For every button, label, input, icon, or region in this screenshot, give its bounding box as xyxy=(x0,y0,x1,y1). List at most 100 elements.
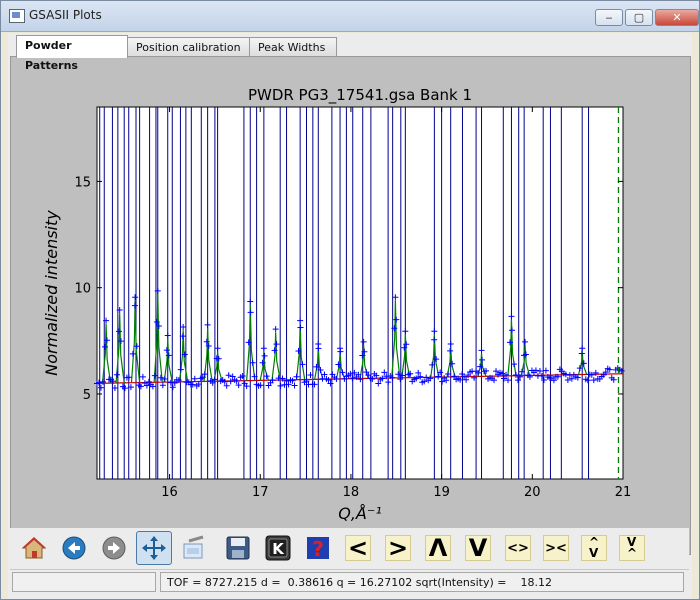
observed-point xyxy=(291,382,298,389)
shift-down-button[interactable]: V xyxy=(460,531,496,565)
calculated-peak xyxy=(163,338,173,383)
title-bar[interactable]: GSASII Plots ‒ ▢ ✕ xyxy=(1,1,699,32)
pan-button[interactable] xyxy=(136,531,172,565)
calculated-peak xyxy=(153,294,163,383)
help-button[interactable]: ? xyxy=(300,531,336,565)
observed-point xyxy=(508,327,515,334)
observed-point xyxy=(103,317,110,324)
observed-point xyxy=(369,375,376,382)
tab-label: Position calibration xyxy=(136,41,241,54)
x-tick-label: 21 xyxy=(615,485,632,500)
close-icon: ✕ xyxy=(672,11,682,24)
observed-point xyxy=(435,373,442,380)
observed-point xyxy=(203,338,210,345)
home-button[interactable] xyxy=(16,531,52,565)
observed-point xyxy=(522,338,529,345)
observed-point xyxy=(233,378,240,385)
observed-point xyxy=(137,383,144,390)
observed-point xyxy=(618,367,625,374)
observed-point xyxy=(209,379,216,386)
tab-label: Powder Patterns xyxy=(25,39,78,72)
cursor-readout: TOF = 8727.215 d = 0.38616 q = 16.27102 … xyxy=(160,572,684,592)
observed-point xyxy=(247,298,254,305)
tab-label: Peak Widths xyxy=(258,41,326,54)
observed-point xyxy=(397,376,404,383)
calculated-peak xyxy=(259,351,269,381)
observed-point xyxy=(131,302,138,309)
save-button[interactable] xyxy=(220,531,256,565)
expand-y-button[interactable]: ^ V xyxy=(576,531,612,565)
chart-title: PWDR PG3_17541.gsa Bank 1 xyxy=(248,86,472,105)
observed-point xyxy=(307,372,314,379)
back-button[interactable] xyxy=(56,531,92,565)
observed-point xyxy=(180,324,187,331)
observed-point xyxy=(321,371,328,378)
observed-point xyxy=(499,370,506,377)
shrink-x-button[interactable]: >< xyxy=(538,531,574,565)
observed-point xyxy=(447,347,454,354)
observed-point xyxy=(536,368,543,375)
observed-point xyxy=(129,350,136,357)
observed-point xyxy=(325,377,332,384)
observed-point xyxy=(164,332,171,339)
shift-left-button[interactable]: < xyxy=(340,531,376,565)
forward-button[interactable] xyxy=(96,531,132,565)
observed-point xyxy=(399,372,406,379)
tab-peak-widths[interactable]: Peak Widths xyxy=(249,37,337,57)
shrink-y-button[interactable]: V ^ xyxy=(614,531,650,565)
observed-point xyxy=(391,325,398,332)
observed-point xyxy=(271,347,278,354)
observed-point xyxy=(431,328,438,335)
observed-point xyxy=(214,345,221,352)
shift-up-button[interactable]: Λ xyxy=(420,531,456,565)
minimize-button[interactable]: ‒ xyxy=(595,9,623,26)
axes-area[interactable] xyxy=(96,106,624,480)
observed-point xyxy=(349,375,356,382)
observed-point xyxy=(157,374,164,381)
observed-point xyxy=(437,369,444,376)
pan-icon xyxy=(142,536,166,560)
observed-point xyxy=(463,376,470,383)
observed-point xyxy=(151,372,158,379)
observed-point xyxy=(299,361,306,368)
observed-point xyxy=(154,287,161,294)
observed-point xyxy=(395,371,402,378)
forward-arrow-icon xyxy=(102,536,126,560)
observed-point xyxy=(447,341,454,348)
zoom-button[interactable] xyxy=(176,531,212,565)
observed-point xyxy=(584,377,591,384)
shift-right-button[interactable]: > xyxy=(380,531,416,565)
tab-position-calibration[interactable]: Position calibration xyxy=(127,37,250,57)
tab-powder-patterns[interactable]: Powder Patterns xyxy=(16,35,128,72)
observed-point xyxy=(576,365,583,372)
observed-point xyxy=(171,379,178,386)
powder-pattern-plot[interactable]: 16 17 18 19 20 21 5 10 15 PWDR PG3_17541.gsa Ban… xyxy=(11,57,690,527)
observed-point xyxy=(239,373,246,380)
observed-point xyxy=(117,338,124,345)
observed-point xyxy=(99,378,106,385)
observed-point xyxy=(261,352,268,359)
observed-point xyxy=(163,347,170,354)
keypress-button[interactable]: K xyxy=(260,531,296,565)
observed-point xyxy=(201,371,208,378)
observed-point xyxy=(590,377,597,384)
observed-point xyxy=(149,383,156,390)
observed-point xyxy=(272,326,279,333)
observed-point xyxy=(111,384,118,391)
observed-point xyxy=(510,361,517,368)
observed-point xyxy=(403,341,410,348)
observed-point xyxy=(578,350,585,357)
observed-point xyxy=(379,375,386,382)
observed-point xyxy=(393,316,400,323)
observed-point xyxy=(427,375,434,382)
maximize-button[interactable]: ▢ xyxy=(625,9,653,26)
observed-point xyxy=(327,380,334,387)
client-area: Powder Patterns Position calibration Pea… xyxy=(8,33,692,599)
observed-point xyxy=(243,383,250,390)
expand-x-button[interactable]: <> xyxy=(500,531,536,565)
observed-point xyxy=(283,378,290,385)
calculated-peak xyxy=(401,334,411,378)
close-button[interactable]: ✕ xyxy=(655,9,699,26)
observed-point xyxy=(133,343,140,350)
